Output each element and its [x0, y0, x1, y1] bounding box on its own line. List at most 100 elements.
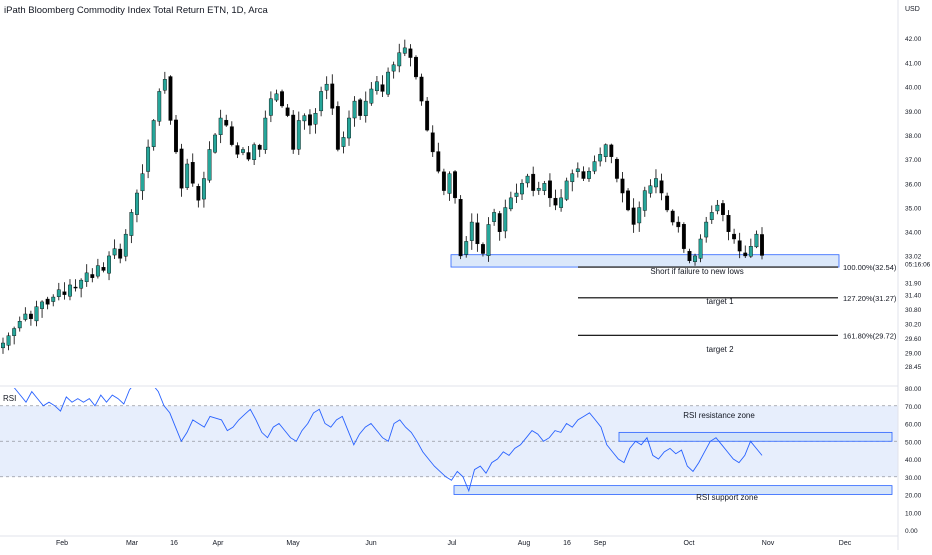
fib-level-note: Short if failure to new lows — [650, 267, 743, 276]
candles[interactable] — [1, 39, 764, 354]
candle-body — [732, 233, 737, 240]
candle-body — [391, 64, 396, 72]
candle-body — [475, 222, 480, 245]
candle-body — [335, 106, 340, 150]
candle-body — [185, 163, 190, 188]
time-tick-label: Oct — [684, 540, 695, 547]
candle-body — [324, 83, 329, 91]
candle-body — [179, 148, 184, 189]
candle-body — [402, 47, 407, 54]
rsi-tick-label: 80.00 — [905, 386, 922, 393]
candle-body — [140, 173, 145, 192]
candle-body — [726, 215, 731, 232]
candle-body — [414, 56, 418, 78]
rsi-tick-label: 40.00 — [905, 457, 922, 464]
candle-body — [112, 248, 117, 256]
candle-body — [285, 107, 290, 116]
currency-label: USD — [905, 6, 920, 13]
fib-level-note: target 2 — [706, 345, 734, 354]
candle-body — [101, 267, 106, 271]
fib-level-label: 127.20%(31.27) — [843, 294, 897, 303]
candle-body — [263, 117, 268, 150]
candle-body — [174, 119, 178, 153]
time-tick-label: Nov — [762, 540, 775, 547]
candle-body — [626, 190, 630, 211]
candle-body — [341, 137, 346, 147]
rsi-tick-label: 60.00 — [905, 422, 922, 429]
candle-body — [135, 192, 139, 215]
time-tick-label: Feb — [56, 540, 68, 547]
price-tick-label: 34.00 — [905, 230, 922, 237]
time-tick-label: 16 — [563, 540, 571, 547]
candle-body — [559, 197, 564, 208]
time-tick-label: 16 — [170, 540, 178, 547]
candle-body — [73, 286, 78, 289]
candle-body — [95, 265, 100, 277]
candle-body — [503, 207, 508, 232]
rsi-line — [13, 388, 763, 493]
candle-body — [603, 144, 608, 157]
candle-body — [743, 252, 748, 257]
candle-body — [235, 145, 240, 155]
rsi-support-zone — [453, 485, 893, 495]
candle-body — [241, 149, 245, 153]
candle-body — [464, 241, 469, 255]
fib-level-label: 100.00%(32.54) — [843, 263, 897, 272]
candle-body — [693, 255, 697, 262]
candle-body — [257, 144, 262, 150]
candle-body — [224, 119, 229, 126]
candle-body — [380, 84, 385, 92]
bar-countdown: 05:16:06 — [905, 261, 931, 268]
price-tick-label: 38.00 — [905, 133, 922, 140]
candle-body — [274, 93, 279, 101]
candle-body — [68, 284, 72, 297]
candle-body — [363, 100, 368, 117]
rsi-resistance-zone — [618, 431, 893, 442]
candle-body — [648, 185, 653, 194]
candle-body — [681, 224, 686, 249]
price-tick-label: 31.40 — [905, 293, 922, 300]
time-tick-label: Aug — [518, 540, 531, 547]
price-tick-label: 31.90 — [905, 281, 922, 288]
price-tick-label: 42.00 — [905, 36, 922, 43]
fib-level-label: 161.80%(29.72) — [843, 331, 897, 340]
rsi-support-label: RSI support zone — [696, 493, 758, 502]
candle-body — [358, 99, 363, 116]
candle-body — [190, 162, 195, 184]
candle-body — [481, 244, 485, 254]
candle-body — [592, 161, 597, 172]
candle-body — [704, 221, 709, 238]
candle-body — [598, 154, 603, 162]
candle-body — [553, 197, 558, 206]
candle-body — [6, 335, 11, 346]
candle-body — [587, 171, 591, 179]
candle-body — [425, 100, 430, 131]
candle-body — [676, 221, 681, 228]
candle-body — [575, 168, 580, 172]
candle-body — [542, 183, 547, 191]
zones — [450, 254, 893, 495]
price-tick-label: 40.00 — [905, 85, 922, 92]
candle-body — [508, 197, 513, 210]
rsi-resistance-label: RSI resistance zone — [683, 411, 755, 420]
candle-body — [268, 98, 273, 116]
candle-body — [469, 221, 474, 241]
candle-body — [45, 298, 50, 305]
candle-body — [40, 301, 44, 309]
price-tick-label: 39.00 — [905, 109, 922, 116]
candle-body — [754, 233, 759, 248]
candle-body — [28, 313, 33, 320]
price-tick-label: 30.80 — [905, 307, 922, 314]
price-tick-label: 35.00 — [905, 206, 922, 213]
candle-body — [229, 126, 234, 145]
candle-body — [246, 152, 251, 160]
candle-body — [23, 313, 28, 320]
candle-body — [146, 146, 151, 172]
time-tick-label: Apr — [213, 540, 225, 547]
candle-body — [536, 187, 541, 191]
time-tick-label: May — [286, 540, 300, 547]
candle-body — [330, 83, 335, 109]
